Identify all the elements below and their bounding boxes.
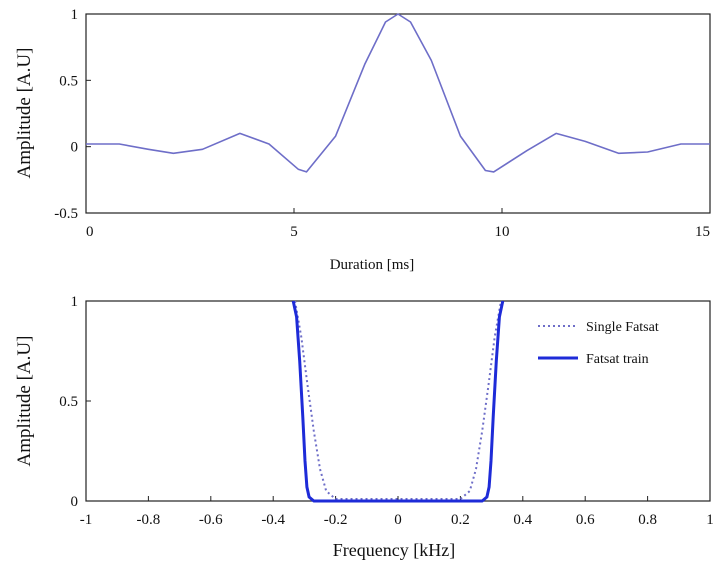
duration-x-tick-label: 10 <box>495 224 510 240</box>
duration-y-axis-label: Amplitude [A.U] <box>14 48 35 179</box>
frequency-series-line-fatsat-train <box>291 300 505 503</box>
duration-y-tick-label: 0.5 <box>59 73 78 89</box>
frequency-x-tick-label: -0.4 <box>261 512 285 528</box>
frequency-x-tick-label: -0.6 <box>199 512 223 528</box>
duration-chart: 0 5 10 15 -0.5 0 0.5 1 Duration [ms] Amplitude … <box>14 7 711 273</box>
legend-label-fatsat-train: Fatsat train <box>586 352 649 367</box>
duration-x-tick-label: 5 <box>290 224 298 240</box>
frequency-x-tick-label: -0.8 <box>137 512 161 528</box>
duration-x-tick-label: 15 <box>695 224 710 240</box>
frequency-y-tick-label: 0.5 <box>59 394 78 410</box>
frequency-x-tick-label: 0.4 <box>513 512 532 528</box>
frequency-series-line-single-fatsat <box>294 300 502 500</box>
frequency-x-tick-label: 0.8 <box>638 512 657 528</box>
frequency-y-axis-label: Amplitude [A.U] <box>14 336 35 467</box>
frequency-y-tick-label: 0 <box>71 494 79 510</box>
frequency-legend: Single Fatsat Fatsat train <box>538 320 659 367</box>
frequency-x-tick-label: 0.6 <box>576 512 595 528</box>
frequency-x-axis-label: Frequency [kHz] <box>333 540 455 560</box>
frequency-x-tick-label: 1 <box>706 512 714 528</box>
duration-x-tick-label: 0 <box>86 224 94 240</box>
frequency-x-tick-label: -1 <box>80 512 93 528</box>
duration-x-axis-label: Duration [ms] <box>330 257 415 273</box>
duration-plot-frame <box>85 13 711 214</box>
legend-label-single-fatsat: Single Fatsat <box>586 320 659 335</box>
duration-lines <box>86 13 710 173</box>
duration-y-tick-label: -0.5 <box>54 206 78 222</box>
frequency-chart: -1 -0.8 -0.6 -0.4 -0.2 0 0.2 0.4 0.6 0.8 1 0 0.5 1 Si… <box>14 294 714 560</box>
frequency-y-tick-label: 1 <box>71 294 79 310</box>
duration-series-line-pulse <box>86 13 710 173</box>
frequency-x-tick-label: 0.2 <box>451 512 470 528</box>
frequency-x-tick-label: 0 <box>394 512 402 528</box>
duration-y-tick-label: 1 <box>71 7 79 23</box>
duration-y-tick-label: 0 <box>71 140 79 156</box>
frequency-lines <box>291 300 505 503</box>
duration-ticks: 0 5 10 15 -0.5 0 0.5 1 <box>54 7 711 240</box>
frequency-x-tick-label: -0.2 <box>324 512 348 528</box>
